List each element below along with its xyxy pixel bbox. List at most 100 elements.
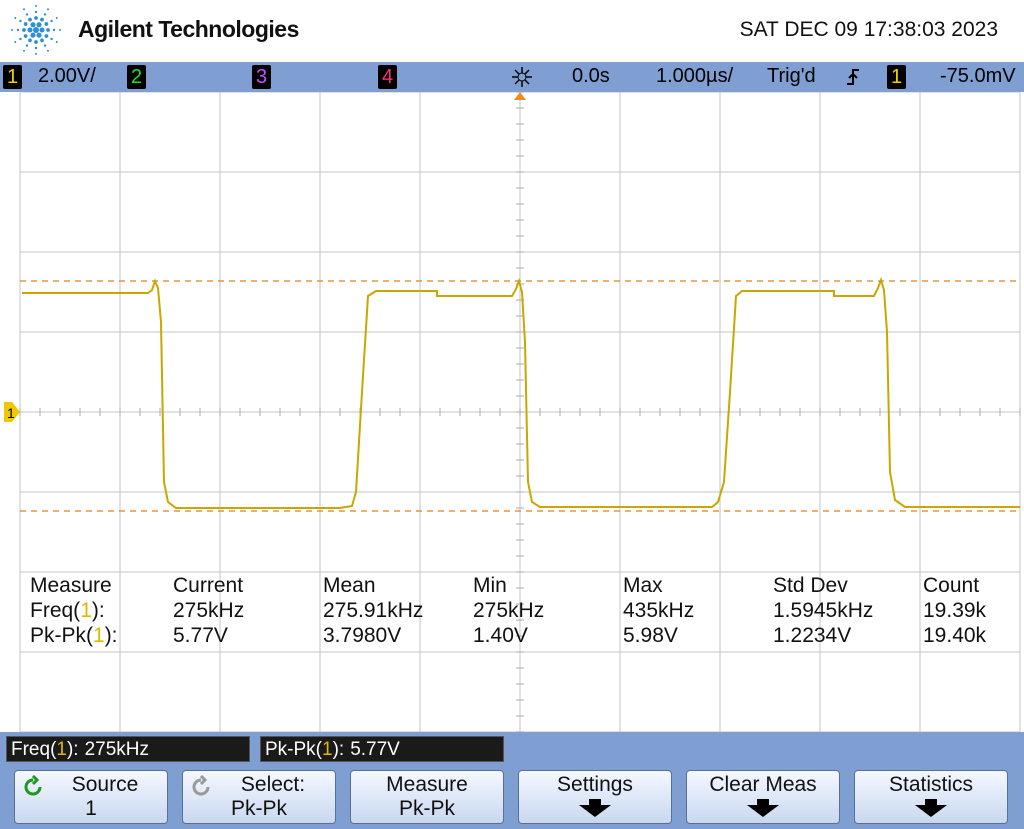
- measurement-value: 275kHz: [473, 599, 545, 622]
- logo-dot: [28, 17, 32, 22]
- measurement-header: Std Dev: [773, 574, 848, 597]
- measurement-value: 1.2234V: [773, 624, 852, 647]
- waveform-trace: [22, 276, 1020, 509]
- logo-dot: [55, 41, 58, 43]
- channel-number: 1: [322, 739, 333, 760]
- logo-dot: [34, 46, 38, 50]
- ground-marker: 1: [7, 405, 15, 421]
- logo-dot: [50, 19, 53, 23]
- logo-dot: [23, 34, 28, 38]
- header: Agilent Technologies SAT DEC 09 17:38:03…: [0, 0, 1024, 62]
- logo-dot: [19, 19, 22, 23]
- measurement-header: Measure: [30, 574, 112, 597]
- logo-dot: [40, 38, 44, 43]
- channel-badge[interactable]: 1: [3, 65, 23, 89]
- trigger-state: Trig'd: [767, 65, 816, 87]
- softkey-arrow: [579, 799, 611, 817]
- label-part: Pk-Pk(: [265, 739, 322, 760]
- label-part: ):: [91, 599, 105, 622]
- channel-badge[interactable]: 4: [378, 65, 398, 89]
- logo-dot: [27, 27, 33, 33]
- logo-dot: [36, 32, 42, 38]
- logo-dot: [23, 8, 25, 11]
- graticule: 1: [0, 91, 1024, 733]
- logo-dot: [52, 28, 56, 32]
- logo-dot: [23, 22, 28, 26]
- softkey-label: Measure: [386, 773, 468, 796]
- logo-dot: [16, 28, 20, 32]
- channel-badge[interactable]: 2: [127, 65, 147, 89]
- softkey[interactable]: Source 1: [14, 770, 168, 824]
- channel-number: 1: [93, 624, 105, 647]
- measurement-value: 19.39k: [923, 599, 987, 622]
- measurement-value: 3.7980V: [323, 624, 402, 647]
- channel-scale: 2.00V/: [38, 65, 96, 87]
- logo-dot: [59, 29, 61, 31]
- label-part: ):: [332, 739, 345, 760]
- softkey-arrow: [747, 799, 779, 817]
- logo-dot: [34, 10, 38, 14]
- softkey[interactable]: Settings: [518, 770, 672, 824]
- logo-dot: [55, 17, 58, 19]
- label-part: Freq(: [30, 599, 81, 622]
- logo-dot: [25, 13, 29, 16]
- softkey-label: Select:: [240, 773, 306, 796]
- logo-dot: [44, 22, 49, 26]
- trigger-level: -75.0mV: [940, 65, 1016, 87]
- logo-dot: [35, 53, 37, 55]
- logo-dot: [36, 22, 42, 28]
- readout-value: 275kHz: [84, 739, 150, 760]
- softkey-arrow: [915, 799, 947, 817]
- channel-badge[interactable]: 3: [252, 65, 272, 89]
- readout: Pk-Pk(1): 5.77V: [260, 736, 504, 762]
- logo-dot: [14, 17, 17, 19]
- trigger-source[interactable]: 1: [887, 65, 907, 89]
- logo-dot: [50, 37, 53, 41]
- logo-dot: [35, 5, 37, 7]
- logo-dot: [39, 27, 45, 33]
- logo: [11, 5, 61, 55]
- softkey-value: Pk-Pk: [398, 797, 455, 820]
- softkey[interactable]: Clear Meas: [686, 770, 840, 824]
- channel-number: 1: [80, 599, 92, 622]
- readout-value: 5.77V: [350, 739, 400, 760]
- softkey[interactable]: Measure Pk-Pk: [350, 770, 504, 824]
- trigger-slope: [847, 69, 859, 85]
- measurement-label: Pk-Pk(1):: [30, 624, 118, 648]
- datetime: SAT DEC 09 17:38:03 2023: [739, 18, 998, 41]
- measurement-value: 435kHz: [623, 599, 695, 622]
- measurement-header: Current: [173, 574, 244, 597]
- logo-dot: [19, 37, 22, 41]
- measurement-header: Count: [923, 574, 980, 597]
- measurement-value: 1.5945kHz: [773, 599, 874, 622]
- label-part: ):: [66, 739, 79, 760]
- ground-marker-shape[interactable]: [4, 402, 20, 422]
- softkey[interactable]: Statistics: [854, 770, 1008, 824]
- status-bar: 1 2.00V/ 2 3 4 0.0s 1.000µs/ Trig'd 1 -7…: [0, 62, 1024, 92]
- logo-dot: [46, 28, 50, 32]
- logo-dot: [28, 38, 32, 43]
- measurement-label: Freq(1):: [30, 599, 105, 623]
- softkey-label: Statistics: [888, 773, 974, 796]
- logo-dot: [33, 27, 39, 33]
- measurement-value: 19.40k: [923, 624, 987, 647]
- trigger-icon: [512, 67, 532, 87]
- brand: Agilent Technologies: [78, 16, 299, 42]
- logo-dot: [34, 40, 38, 44]
- logo-dot: [34, 16, 38, 20]
- channel-number: 1: [56, 739, 67, 760]
- softkey-label: Source: [71, 773, 139, 796]
- logo-dot: [40, 17, 44, 22]
- softkey-value: Pk-Pk: [230, 797, 287, 820]
- logo-dot: [11, 29, 13, 31]
- logo-dot: [43, 44, 47, 47]
- softkey-icon: [192, 775, 210, 796]
- measurement-header: Min: [473, 574, 507, 597]
- measurement-value: 275.91kHz: [323, 599, 424, 622]
- label-part: ):: [104, 624, 118, 647]
- readout: Freq(1): 275kHz: [6, 736, 250, 762]
- softkey[interactable]: Select: Pk-Pk: [182, 770, 336, 824]
- time-scale: 1.000µs/: [656, 65, 734, 87]
- logo-dot: [44, 34, 49, 38]
